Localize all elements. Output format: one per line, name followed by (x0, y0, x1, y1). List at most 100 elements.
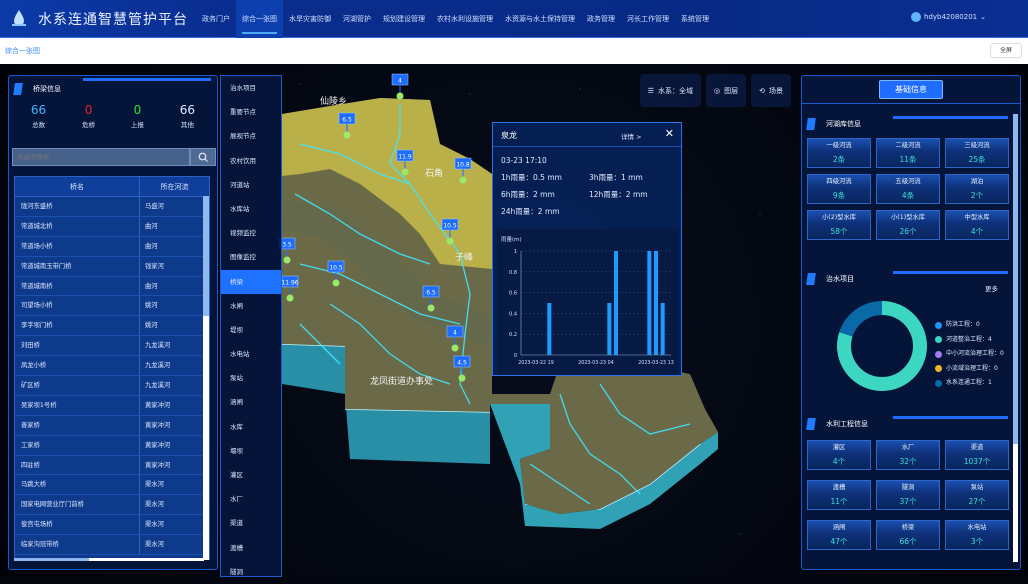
legend-item[interactable]: 河道整治工程：4 (935, 333, 1004, 348)
info-card[interactable]: 隧洞 37个 (876, 480, 940, 510)
info-card[interactable]: 湖泊 2个 (945, 174, 1009, 204)
table-row[interactable]: 国家电网营业厅门前桥 渠水河 (15, 495, 209, 516)
panel-scrollbar[interactable] (1013, 114, 1018, 562)
layers-button[interactable]: ◎ 图层 (706, 74, 747, 107)
close-icon[interactable]: ✕ (664, 127, 674, 140)
more-link[interactable]: 更多 (985, 285, 998, 293)
search-input[interactable] (12, 148, 190, 166)
table-row[interactable]: 俊宫屯场桥 渠水河 (15, 515, 209, 536)
search-button[interactable] (190, 148, 216, 166)
menu-item[interactable]: 农村饮用 (230, 156, 256, 165)
table-row[interactable]: 凤龙小桥 九龙溪河 (15, 356, 209, 377)
menu-item[interactable]: 图像监控 (230, 253, 256, 262)
legend-item[interactable]: 中小河流治理工程：0 (935, 347, 1004, 362)
info-card[interactable]: 三级河流 25条 (945, 138, 1009, 168)
table-hscrollbar[interactable] (14, 558, 204, 561)
nav-item[interactable]: 水资源与水土保持管理 (505, 15, 575, 23)
nav-item[interactable]: 政务门户 (202, 15, 230, 23)
table-row[interactable]: 常道城南玉带门桥 钱家河 (15, 256, 209, 277)
legend-item[interactable]: 水系连通工程：1 (935, 376, 1004, 391)
nav-item[interactable]: 水旱灾害防御 (289, 15, 331, 23)
menu-item[interactable]: 渠道 (230, 519, 243, 528)
table-row[interactable]: 善家桥 黄家冲河 (15, 415, 209, 436)
info-card[interactable]: 渠道 1037个 (945, 440, 1009, 470)
menu-item[interactable]: 灌区 (230, 471, 243, 479)
info-card[interactable]: 泵站 27个 (945, 480, 1009, 510)
menu-item[interactable]: 水电站 (230, 350, 250, 359)
menu-item[interactable]: 视频监控 (230, 229, 256, 238)
detail-link[interactable]: 详情 > (621, 133, 642, 141)
table-row[interactable]: 陇河东盛桥 马盛河 (15, 197, 209, 217)
card-label: 湖泊 (970, 178, 984, 185)
table-row[interactable]: 常道城南桥 曲河 (15, 276, 209, 297)
scene-button[interactable]: ⟲ 场景 (751, 74, 791, 107)
table-row[interactable]: 司望场小桥 姚河 (15, 296, 209, 317)
nav-item[interactable]: 农村水利设施管理 (437, 15, 493, 23)
menu-item[interactable]: 渡槽 (230, 543, 243, 552)
menu-item[interactable]: 水闸 (230, 301, 243, 310)
project-legend: 防洪工程：0 河道整治工程：4 中小河流治理工程：0 小流域治理工程：0 水系连通工程：… (935, 318, 1004, 391)
menu-item[interactable]: 堤坝 (230, 325, 243, 334)
table-row[interactable]: 工家桥 黄家冲河 (15, 435, 209, 456)
info-card[interactable]: 中型水库 4个 (945, 210, 1009, 240)
table-row[interactable]: 马跳大桥 渠水河 (15, 475, 209, 496)
legend-item[interactable]: 防洪工程：0 (935, 318, 1004, 333)
table-row[interactable]: 临家沟冠带桥 渠水河 (15, 535, 209, 556)
menu-item[interactable]: 治水项目 (230, 84, 256, 92)
info-card[interactable]: 水厂 32个 (876, 440, 940, 470)
table-row[interactable]: 吴家坝1号桥 黄家冲河 (15, 395, 209, 416)
nav-item[interactable]: 河湖管护 (343, 15, 371, 23)
basic-info-tab[interactable]: 基础信息 (879, 80, 943, 99)
table-row[interactable]: 矿区桥 九龙溪河 (15, 376, 209, 396)
menu-item[interactable]: 重要节点 (230, 108, 256, 117)
fullscreen-button[interactable]: 全屏 (990, 43, 1022, 58)
menu-item[interactable]: 河道站 (230, 180, 250, 189)
table-row[interactable]: 四驻桥 黄家冲河 (15, 455, 209, 476)
legend-item[interactable]: 小流域治理工程：0 (935, 362, 1004, 377)
table-row[interactable]: 常道城北桥 曲河 (15, 216, 209, 237)
menu-item[interactable]: 隧洞 (230, 567, 243, 576)
panel-title: 桥梁信息 (33, 85, 61, 93)
table-scrollbar[interactable] (203, 196, 209, 560)
menu-item[interactable]: 桥梁 (221, 269, 281, 294)
info-card[interactable]: 灌区 4个 (807, 440, 871, 470)
table-row[interactable]: 李字坝门桥 姚河 (15, 316, 209, 337)
menu-item[interactable]: 涵闸 (230, 398, 243, 407)
main-nav: 政务门户 综合一张图 水旱灾害防御 河湖管护 规划建设管理 农村水利设施管理 水资源与水土保… (196, 0, 715, 38)
breadcrumb[interactable]: 综合一张图 (5, 47, 40, 55)
info-card[interactable]: 四级河流 9条 (807, 174, 871, 204)
info-card[interactable]: 涵闸 47个 (807, 520, 871, 550)
nav-item[interactable]: 综合一张图 (236, 0, 283, 38)
legend-label: 河道整治工程：4 (946, 335, 992, 343)
y-tick-label: 0.6 (509, 291, 517, 297)
nav-item[interactable]: 规划建设管理 (383, 15, 425, 23)
menu-item[interactable]: 展视节点 (230, 132, 256, 141)
info-card[interactable]: 二级河流 11条 (876, 138, 940, 168)
nav-item[interactable]: 系统管理 (681, 15, 709, 23)
card-value: 1037个 (963, 457, 991, 466)
info-card[interactable]: 水电站 3个 (945, 520, 1009, 550)
menu-item[interactable]: 水厂 (230, 495, 243, 504)
info-card[interactable]: 桥梁 66个 (876, 520, 940, 550)
water-system-button[interactable]: ☰ 水系：全域 (639, 74, 702, 107)
info-card[interactable]: 小(1)型水库 26个 (876, 210, 940, 240)
nav-item[interactable]: 政务管理 (587, 15, 615, 23)
menu-item[interactable]: 泵站 (230, 374, 243, 383)
info-card[interactable]: 小(2)型水库 58个 (807, 210, 871, 240)
info-card[interactable]: 一级河流 2条 (807, 138, 871, 168)
info-card[interactable]: 渡槽 11个 (807, 480, 871, 510)
info-card[interactable]: 五级河流 4条 (876, 174, 940, 204)
menu-item[interactable]: 水库 (230, 422, 243, 431)
table-row[interactable]: 刘田桥 九龙溪河 (15, 336, 209, 357)
map-canvas[interactable]: 仙陵乡 石角 子峰 龙凤街道办事处 46.511.910.810.510.56.… (0, 64, 1028, 577)
user-menu[interactable]: hdyb42080201 ⌄ (911, 12, 986, 22)
river-name: 马盛河 (145, 203, 164, 210)
stat-value: 66 (179, 103, 196, 117)
river-name: 姚河 (145, 302, 158, 310)
menu-item[interactable]: 堰坝 (230, 446, 243, 455)
table-row[interactable]: 常道场小桥 曲河 (15, 236, 209, 257)
menu-item[interactable]: 水库站 (230, 204, 250, 213)
nav-item[interactable]: 河长工作管理 (627, 15, 669, 23)
rain-bar (614, 251, 618, 355)
place-labels: 仙陵乡 石角 子峰 龙凤街道办事处 (320, 95, 473, 387)
